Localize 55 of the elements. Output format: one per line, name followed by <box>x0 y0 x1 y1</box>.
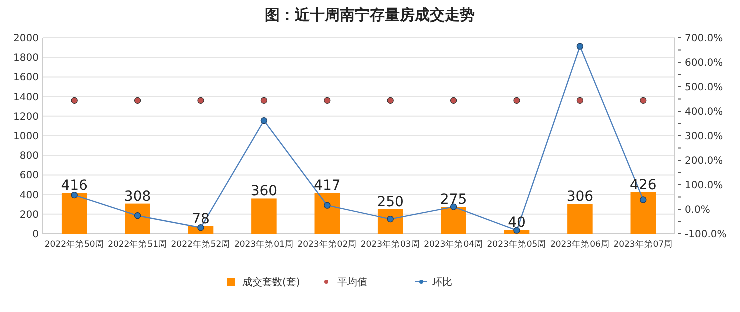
bar <box>630 192 656 234</box>
y-tick-label: 1000 <box>14 132 39 142</box>
bar <box>441 207 466 234</box>
point <box>324 202 331 209</box>
y2-tick-label: 600.0% <box>685 58 724 69</box>
data-label: 360 <box>250 184 278 200</box>
y-tick-label: 1600 <box>14 72 39 84</box>
bar <box>252 198 277 234</box>
y2-tick-label: 200.0% <box>685 156 724 167</box>
y-tick-label: 600 <box>20 170 39 182</box>
bar <box>62 193 88 234</box>
x-tick-label: 2023年第05周 <box>487 239 547 250</box>
chart-title: 图：近十周南宁存量房成交走势 <box>265 6 475 24</box>
x-tick-label: 2022年第50周 <box>44 239 104 250</box>
point <box>134 212 142 220</box>
x-tick-label: 2023年第02周 <box>298 239 358 250</box>
bar <box>314 193 340 234</box>
point <box>260 117 268 124</box>
bar <box>125 204 150 234</box>
y2-tick-label: -100.0% <box>685 230 727 240</box>
y-tick-label: 1400 <box>14 92 39 104</box>
y2-tick-label: 700.0% <box>685 34 724 44</box>
y2-tick-label: 100.0% <box>685 180 724 192</box>
point <box>576 43 584 50</box>
x-tick-label: 2023年第01周 <box>234 239 294 250</box>
y-tick-label: 200 <box>20 210 39 221</box>
data-label: 250 <box>377 194 404 210</box>
legend-label: 成交套数(套) <box>242 276 300 288</box>
y2-tick-label: 300.0% <box>685 132 724 142</box>
legend-label: 环比 <box>432 276 452 288</box>
data-label: 417 <box>314 178 341 194</box>
data-label: 308 <box>124 188 152 205</box>
y-tick-label: 400 <box>20 190 39 202</box>
x-tick-label: 2023年第03周 <box>360 239 420 250</box>
point <box>640 196 647 204</box>
y-tick-label: 800 <box>20 151 39 162</box>
bar <box>378 210 404 234</box>
y2-tick-label: 500.0% <box>685 82 724 94</box>
x-tick-label: 2022年第52周 <box>171 239 231 250</box>
point <box>71 192 78 199</box>
y-tick-label: 2000 <box>14 34 39 44</box>
x-tick-label: 2022年第51周 <box>108 239 168 250</box>
data-label: 416 <box>61 178 88 194</box>
x-tick-label: 2023年第06周 <box>550 239 610 250</box>
y-tick-label: 1800 <box>14 53 39 64</box>
y-tick-label: 1200 <box>14 112 39 123</box>
y-tick-label: 0 <box>32 230 39 240</box>
x-tick-label: 2023年第04周 <box>424 239 484 250</box>
y2-tick-label: 400.0% <box>685 107 724 118</box>
data-label: 306 <box>566 189 594 206</box>
bar <box>568 204 593 234</box>
x-tick-label: 2023年第07周 <box>614 239 674 250</box>
data-label: 275 <box>440 192 468 208</box>
y2-tick-label: 0.0% <box>685 205 710 216</box>
legend-label: 平均值 <box>338 276 368 288</box>
